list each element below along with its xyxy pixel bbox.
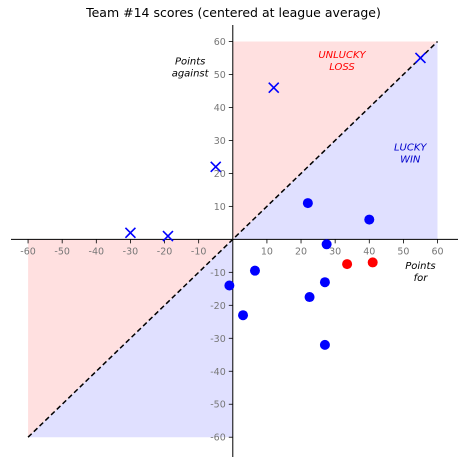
y-tick-label: 40 — [214, 103, 226, 114]
x-tick-label: -20 — [157, 246, 173, 257]
y-tick-label: -30 — [210, 334, 226, 345]
data-point-circle — [224, 280, 235, 291]
y-tick-label: 30 — [214, 136, 226, 147]
data-point-circle — [319, 277, 330, 288]
y-tick-label: -50 — [210, 400, 226, 411]
x-tick-label: 30 — [329, 246, 341, 257]
x-tick-label: 40 — [363, 246, 375, 257]
data-point-circle — [302, 198, 313, 209]
y-tick-label: 20 — [214, 169, 226, 180]
data-point-x — [162, 230, 174, 242]
diagonal-line — [27, 40, 439, 438]
data-point-circle — [367, 257, 378, 268]
data-point-circle — [249, 265, 260, 276]
data-point-circle — [319, 339, 330, 350]
y-tick-label: -60 — [210, 433, 226, 444]
data-point-circle — [238, 310, 249, 321]
x-tick-label: 20 — [295, 246, 307, 257]
chart-title: Team #14 scores (centered at league aver… — [85, 5, 381, 20]
x-tick-label: -40 — [89, 246, 105, 257]
x-axis-label: Points for — [405, 261, 435, 284]
x-tick-label: 10 — [261, 246, 273, 257]
x-tick-label: -60 — [20, 246, 36, 257]
y-axis-label: Points against — [172, 57, 210, 80]
y-tick-label: -20 — [210, 301, 226, 312]
data-point-x — [268, 82, 280, 94]
data-point-x — [210, 161, 222, 173]
data-point-x — [414, 52, 427, 64]
data-point-circle — [304, 292, 315, 303]
x-tick-label: 50 — [397, 246, 409, 257]
y-tick-label: 50 — [214, 70, 226, 81]
y-tick-label: -10 — [210, 268, 226, 279]
plot-area: -60 -50 -40 -30 -20 -10 10 20 30 40 50 60 -60 -50 -40 -… — [11, 25, 458, 457]
data-point-circle — [321, 239, 332, 250]
x-tick-label: -10 — [191, 246, 207, 257]
region-label-lucky-win: LUCKY WIN — [394, 142, 427, 165]
x-tick-label: -50 — [54, 246, 70, 257]
x-tick-label: -30 — [123, 246, 139, 257]
y-tick-label: 10 — [214, 202, 226, 213]
region-lucky-win-lower — [28, 239, 233, 438]
data-point-circle — [342, 259, 353, 270]
data-point-circle — [364, 214, 375, 225]
data-point-x — [124, 227, 136, 239]
region-label-unlucky-loss: UNLUCKY LOSS — [318, 50, 366, 73]
x-tick-label: 60 — [431, 246, 443, 257]
y-tick-label: 60 — [214, 37, 226, 48]
y-tick-label: -40 — [210, 367, 226, 378]
